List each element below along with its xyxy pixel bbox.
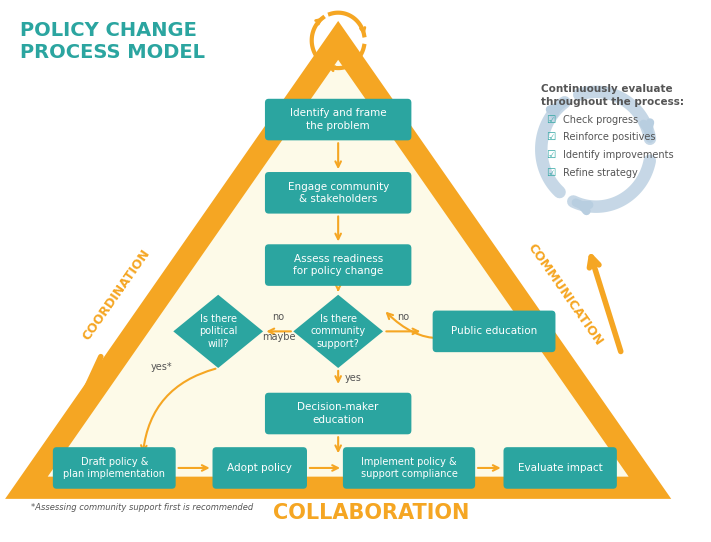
Text: COORDINATION: COORDINATION bbox=[80, 247, 152, 343]
Text: no: no bbox=[272, 313, 284, 322]
FancyBboxPatch shape bbox=[265, 99, 412, 140]
Polygon shape bbox=[294, 295, 383, 368]
Text: Decision-maker
education: Decision-maker education bbox=[297, 402, 379, 425]
FancyBboxPatch shape bbox=[53, 447, 176, 489]
Text: Continuously evaluate
throughout the process:: Continuously evaluate throughout the pro… bbox=[541, 84, 684, 107]
Text: ☑: ☑ bbox=[546, 168, 555, 178]
FancyBboxPatch shape bbox=[265, 393, 412, 434]
Polygon shape bbox=[26, 41, 650, 488]
Text: Public education: Public education bbox=[451, 326, 538, 337]
Polygon shape bbox=[173, 295, 263, 368]
Text: COMMUNICATION: COMMUNICATION bbox=[525, 241, 605, 348]
Text: POLICY CHANGE
PROCESS MODEL: POLICY CHANGE PROCESS MODEL bbox=[20, 21, 205, 62]
Text: ☑: ☑ bbox=[546, 150, 555, 160]
Text: ☑: ☑ bbox=[546, 114, 555, 125]
FancyBboxPatch shape bbox=[265, 172, 412, 214]
Text: Identify improvements: Identify improvements bbox=[563, 150, 673, 160]
Text: Draft policy &
plan implementation: Draft policy & plan implementation bbox=[63, 457, 165, 479]
Text: Identify and frame
the problem: Identify and frame the problem bbox=[290, 108, 387, 131]
Text: *Assessing community support first is recommended: *Assessing community support first is re… bbox=[31, 503, 253, 512]
FancyBboxPatch shape bbox=[265, 244, 412, 286]
FancyBboxPatch shape bbox=[343, 447, 475, 489]
Text: yes: yes bbox=[345, 373, 362, 383]
Text: ☑: ☑ bbox=[546, 132, 555, 143]
Text: Is there
political
will?: Is there political will? bbox=[199, 314, 237, 349]
Text: Implement policy &
support compliance: Implement policy & support compliance bbox=[360, 457, 457, 479]
Text: COLLABORATION: COLLABORATION bbox=[273, 504, 469, 524]
Text: Reinforce positives: Reinforce positives bbox=[563, 132, 656, 143]
Text: Adopt policy: Adopt policy bbox=[228, 463, 292, 473]
Text: no: no bbox=[397, 313, 410, 322]
Text: Refine strategy: Refine strategy bbox=[563, 168, 638, 178]
Text: Evaluate impact: Evaluate impact bbox=[518, 463, 602, 473]
FancyBboxPatch shape bbox=[213, 447, 307, 489]
Text: maybe: maybe bbox=[262, 332, 295, 343]
FancyBboxPatch shape bbox=[432, 311, 555, 352]
Text: yes*: yes* bbox=[151, 362, 172, 372]
FancyBboxPatch shape bbox=[503, 447, 617, 489]
Text: Is there
community
support?: Is there community support? bbox=[311, 314, 365, 349]
Text: Engage community
& stakeholders: Engage community & stakeholders bbox=[287, 182, 389, 204]
Text: Assess readiness
for policy change: Assess readiness for policy change bbox=[293, 254, 383, 276]
Text: Check progress: Check progress bbox=[563, 114, 638, 125]
